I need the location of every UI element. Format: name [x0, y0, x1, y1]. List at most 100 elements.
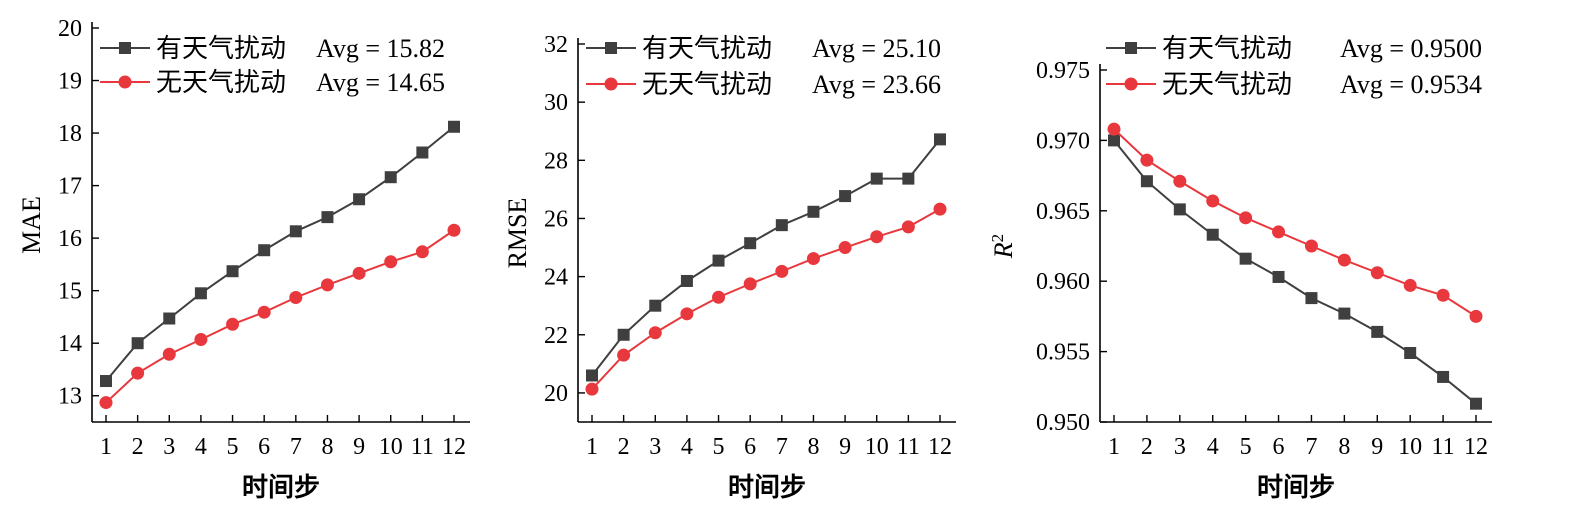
data-point-square: [448, 120, 460, 133]
data-point-circle: [415, 245, 429, 259]
data-point-circle: [617, 348, 631, 362]
x-tick-label: 7: [290, 434, 302, 460]
x-tick-label: 1: [1108, 434, 1120, 460]
x-tick-label: 12: [1464, 434, 1488, 460]
x-tick-label: 8: [807, 434, 819, 460]
y-tick-label: 28: [544, 148, 568, 174]
y-tick-label: 22: [544, 323, 568, 349]
legend-marker-circle: [604, 77, 618, 91]
y-tick-label: 0.975: [1036, 58, 1090, 84]
x-tick-label: 3: [649, 434, 661, 460]
data-point-square: [1108, 134, 1120, 147]
x-tick-label: 6: [258, 434, 270, 460]
data-point-circle: [1239, 211, 1253, 225]
legend-label: 无天气扰动: [156, 68, 286, 98]
data-point-circle: [648, 326, 662, 340]
x-tick-label: 4: [195, 434, 207, 460]
legend-label: 无天气扰动: [1162, 70, 1292, 100]
data-point-circle: [1304, 239, 1318, 253]
data-point-square: [1404, 347, 1417, 360]
data-point-circle: [712, 290, 726, 304]
y-tick-label: 32: [544, 32, 568, 58]
x-tick-label: 10: [379, 434, 403, 460]
legend-avg: Avg = 0.9500: [1340, 34, 1482, 63]
x-tick-label: 9: [353, 434, 365, 460]
legend-avg: Avg = 15.82: [316, 34, 445, 63]
x-tick-label: 2: [618, 434, 630, 460]
data-point-square: [617, 328, 630, 341]
data-point-circle: [775, 264, 789, 278]
data-point-circle: [838, 241, 852, 255]
data-point-square: [1371, 325, 1384, 338]
data-point-square: [1173, 203, 1186, 216]
x-tick-label: 12: [442, 434, 466, 460]
data-point-circle: [226, 317, 240, 331]
x-axis-title: 时间步: [728, 472, 806, 503]
y-axis-title: MAE: [17, 196, 46, 254]
x-tick-label: 5: [227, 434, 239, 460]
x-tick-label: 7: [1305, 434, 1317, 460]
legend-label: 有天气扰动: [642, 34, 772, 64]
x-tick-label: 11: [411, 434, 434, 460]
data-point-circle: [901, 220, 915, 234]
legend-label: 无天气扰动: [642, 70, 772, 100]
legend-marker-square: [119, 42, 131, 54]
data-point-circle: [384, 255, 398, 269]
x-tick-label: 9: [1371, 434, 1383, 460]
data-point-circle: [1370, 266, 1384, 280]
data-point-circle: [99, 396, 113, 410]
data-point-square: [870, 172, 883, 185]
data-point-circle: [1272, 225, 1286, 239]
data-point-square: [258, 244, 271, 257]
data-point-square: [934, 133, 946, 146]
data-point-circle: [447, 223, 461, 237]
data-point-square: [744, 237, 757, 250]
x-tick-label: 6: [744, 434, 756, 460]
x-tick-label: 6: [1273, 434, 1285, 460]
legend-marker-circle: [1124, 77, 1138, 91]
y-axis-title-text: RMSE: [503, 198, 532, 269]
x-tick-label: 3: [1174, 434, 1186, 460]
x-tick-label: 8: [321, 434, 333, 460]
data-point-square: [1305, 292, 1318, 305]
data-point-square: [100, 375, 112, 388]
legend-marker-circle: [118, 75, 132, 89]
y-axis-title-superscript: 2: [988, 234, 1007, 243]
y-tick-label: 0.955: [1036, 340, 1090, 366]
series-line-1: [105, 125, 455, 382]
series-line-2: [105, 229, 455, 404]
data-point-square: [226, 265, 239, 278]
data-point-circle: [162, 347, 176, 361]
data-point-circle: [933, 202, 947, 216]
data-point-square: [194, 287, 207, 300]
data-point-circle: [257, 305, 271, 319]
data-point-square: [1239, 252, 1252, 265]
data-point-square: [775, 219, 788, 232]
legend-avg: Avg = 25.10: [812, 34, 941, 63]
data-point-square: [586, 369, 598, 382]
x-axis-title: 时间步: [1257, 472, 1335, 503]
y-tick-label: 19: [58, 69, 82, 95]
y-axis-title: RMSE: [503, 198, 532, 269]
data-point-square: [649, 299, 662, 312]
legend-marker-square: [605, 42, 617, 54]
y-tick-label: 24: [544, 265, 568, 291]
data-point-circle: [1173, 174, 1187, 188]
x-tick-label: 10: [865, 434, 889, 460]
data-point-circle: [289, 290, 303, 304]
x-tick-label: 1: [100, 434, 112, 460]
y-tick-label: 0.950: [1036, 410, 1090, 436]
y-axis-title-text: R: [989, 242, 1018, 259]
y-tick-label: 17: [58, 174, 82, 200]
y-tick-label: 13: [58, 384, 82, 410]
data-point-square: [163, 312, 176, 325]
x-tick-label: 4: [1207, 434, 1219, 460]
data-point-circle: [1107, 122, 1121, 136]
x-tick-label: 9: [839, 434, 851, 460]
y-tick-label: 30: [544, 90, 568, 116]
y-axis-title: R2: [988, 234, 1019, 259]
x-tick-label: 3: [163, 434, 175, 460]
